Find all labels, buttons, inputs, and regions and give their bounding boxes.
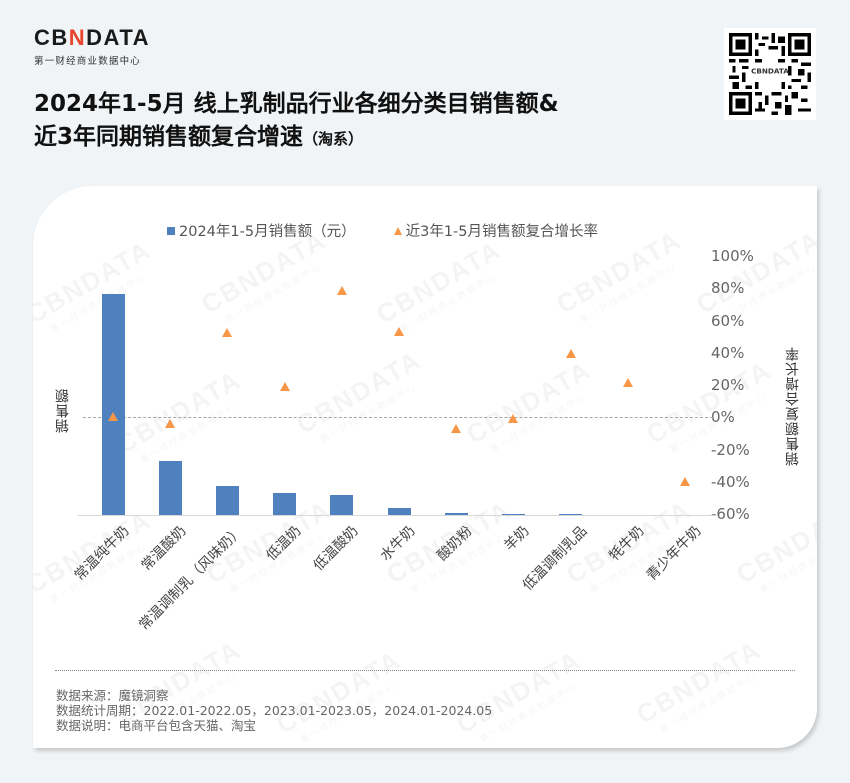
y-axis-tick-label: -60%	[711, 505, 750, 523]
legend-item-sales: 2024年1-5月销售额（元）	[167, 220, 356, 241]
zero-reference-line	[83, 417, 713, 418]
qr-code-icon: CBNDATA	[729, 33, 811, 115]
legend-label-sales: 2024年1-5月销售额（元）	[179, 224, 356, 240]
y-axis-tick-label: 60%	[711, 311, 745, 330]
logo-subtitle: 第一财经商业数据中心	[34, 56, 142, 67]
bar	[273, 492, 297, 515]
x-axis-category-label: 羊奶	[501, 523, 533, 555]
data-source: 数据来源：魔镜洞察	[56, 688, 169, 703]
y-axis-tick-label: 0%	[711, 408, 735, 427]
x-axis-category-label: 低温酸奶	[310, 523, 362, 575]
title-line-2: 近3年同期销售额复合增速（淘系）	[34, 124, 364, 150]
y-axis-right-label: 销售额复合增长率	[785, 346, 801, 466]
data-note: 数据说明：电商平台包含天猫、淘宝	[56, 718, 257, 733]
legend-label-growth: 近3年1-5月销售额复合增长率	[405, 224, 599, 240]
qr-code: CBNDATA	[724, 28, 816, 120]
x-axis-category-label: 常温酸奶	[138, 523, 190, 575]
growth-triangle-marker	[508, 413, 519, 423]
y-axis-tick-label: -40%	[711, 472, 750, 491]
growth-triangle-marker	[394, 326, 404, 336]
growth-triangle-marker	[279, 381, 290, 391]
y-axis-tick-label: 40%	[711, 343, 745, 362]
x-axis-category-label: 酸奶粉	[434, 523, 476, 565]
bar	[444, 513, 468, 515]
svg-text:CBNDATA: CBNDATA	[751, 66, 789, 75]
bar	[215, 486, 239, 515]
x-axis-category-label: 牦牛奶	[606, 523, 648, 565]
x-axis-category-label: 常温纯牛奶	[71, 523, 133, 584]
title-line-1: 2024年1-5月 线上乳制品行业各细分类目销售额&	[34, 91, 559, 117]
bar	[330, 495, 354, 515]
growth-triangle-marker	[622, 378, 633, 388]
bar	[501, 513, 525, 515]
x-axis-line	[78, 515, 714, 516]
bar	[158, 461, 182, 515]
chart-legend: 2024年1-5月销售额（元） 近3年1-5月销售额复合增长率	[167, 220, 598, 241]
growth-triangle-marker	[108, 412, 118, 422]
page-title: 2024年1-5月 线上乳制品行业各细分类目销售额& 近3年同期销售额复合增速（…	[34, 88, 559, 156]
footer-divider	[55, 670, 795, 671]
y-axis-tick-label: 20%	[711, 376, 745, 394]
growth-triangle-marker	[165, 418, 176, 428]
y-axis-left-label: 销售额	[55, 388, 71, 433]
cbndata-logo: CBNDATA 第一财经商业数据中心	[34, 25, 151, 68]
bar	[387, 507, 411, 515]
x-axis-category-label: 低温奶	[263, 523, 305, 565]
logo-wordmark: CBNDATA	[34, 25, 151, 50]
growth-triangle-marker	[451, 423, 462, 433]
growth-triangle-marker	[222, 328, 233, 338]
bar	[101, 294, 125, 515]
footnotes: 数据来源：魔镜洞察 数据统计周期：2022.01-2022.05，2023.01…	[56, 688, 492, 733]
y-axis-tick-label: -20%	[711, 440, 750, 459]
plot-area: 销售额 销售额复合增长率 100% 80% 60% 40% 20% 0% -20% -40% -…	[33, 186, 817, 748]
bar-swatch-icon	[167, 226, 175, 235]
x-axis-category-label: 水牛奶	[377, 523, 419, 565]
legend-item-growth: 近3年1-5月销售额复合增长率	[393, 220, 599, 241]
data-period: 数据统计周期：2022.01-2022.05，2023.01-2023.05，2…	[56, 703, 493, 718]
x-axis-category-label: 青少年牛奶	[643, 523, 705, 584]
growth-triangle-marker	[680, 476, 690, 486]
x-axis-category-label: 常温调制乳（风味奶）	[136, 523, 247, 634]
bar	[559, 513, 583, 515]
title-suffix: （淘系）	[303, 130, 364, 148]
growth-triangle-marker	[336, 286, 347, 296]
growth-triangle-marker	[565, 349, 576, 359]
y-axis-tick-label: 80%	[711, 279, 745, 298]
triangle-marker-icon	[393, 226, 402, 235]
y-axis-tick-label: 100%	[711, 247, 754, 265]
